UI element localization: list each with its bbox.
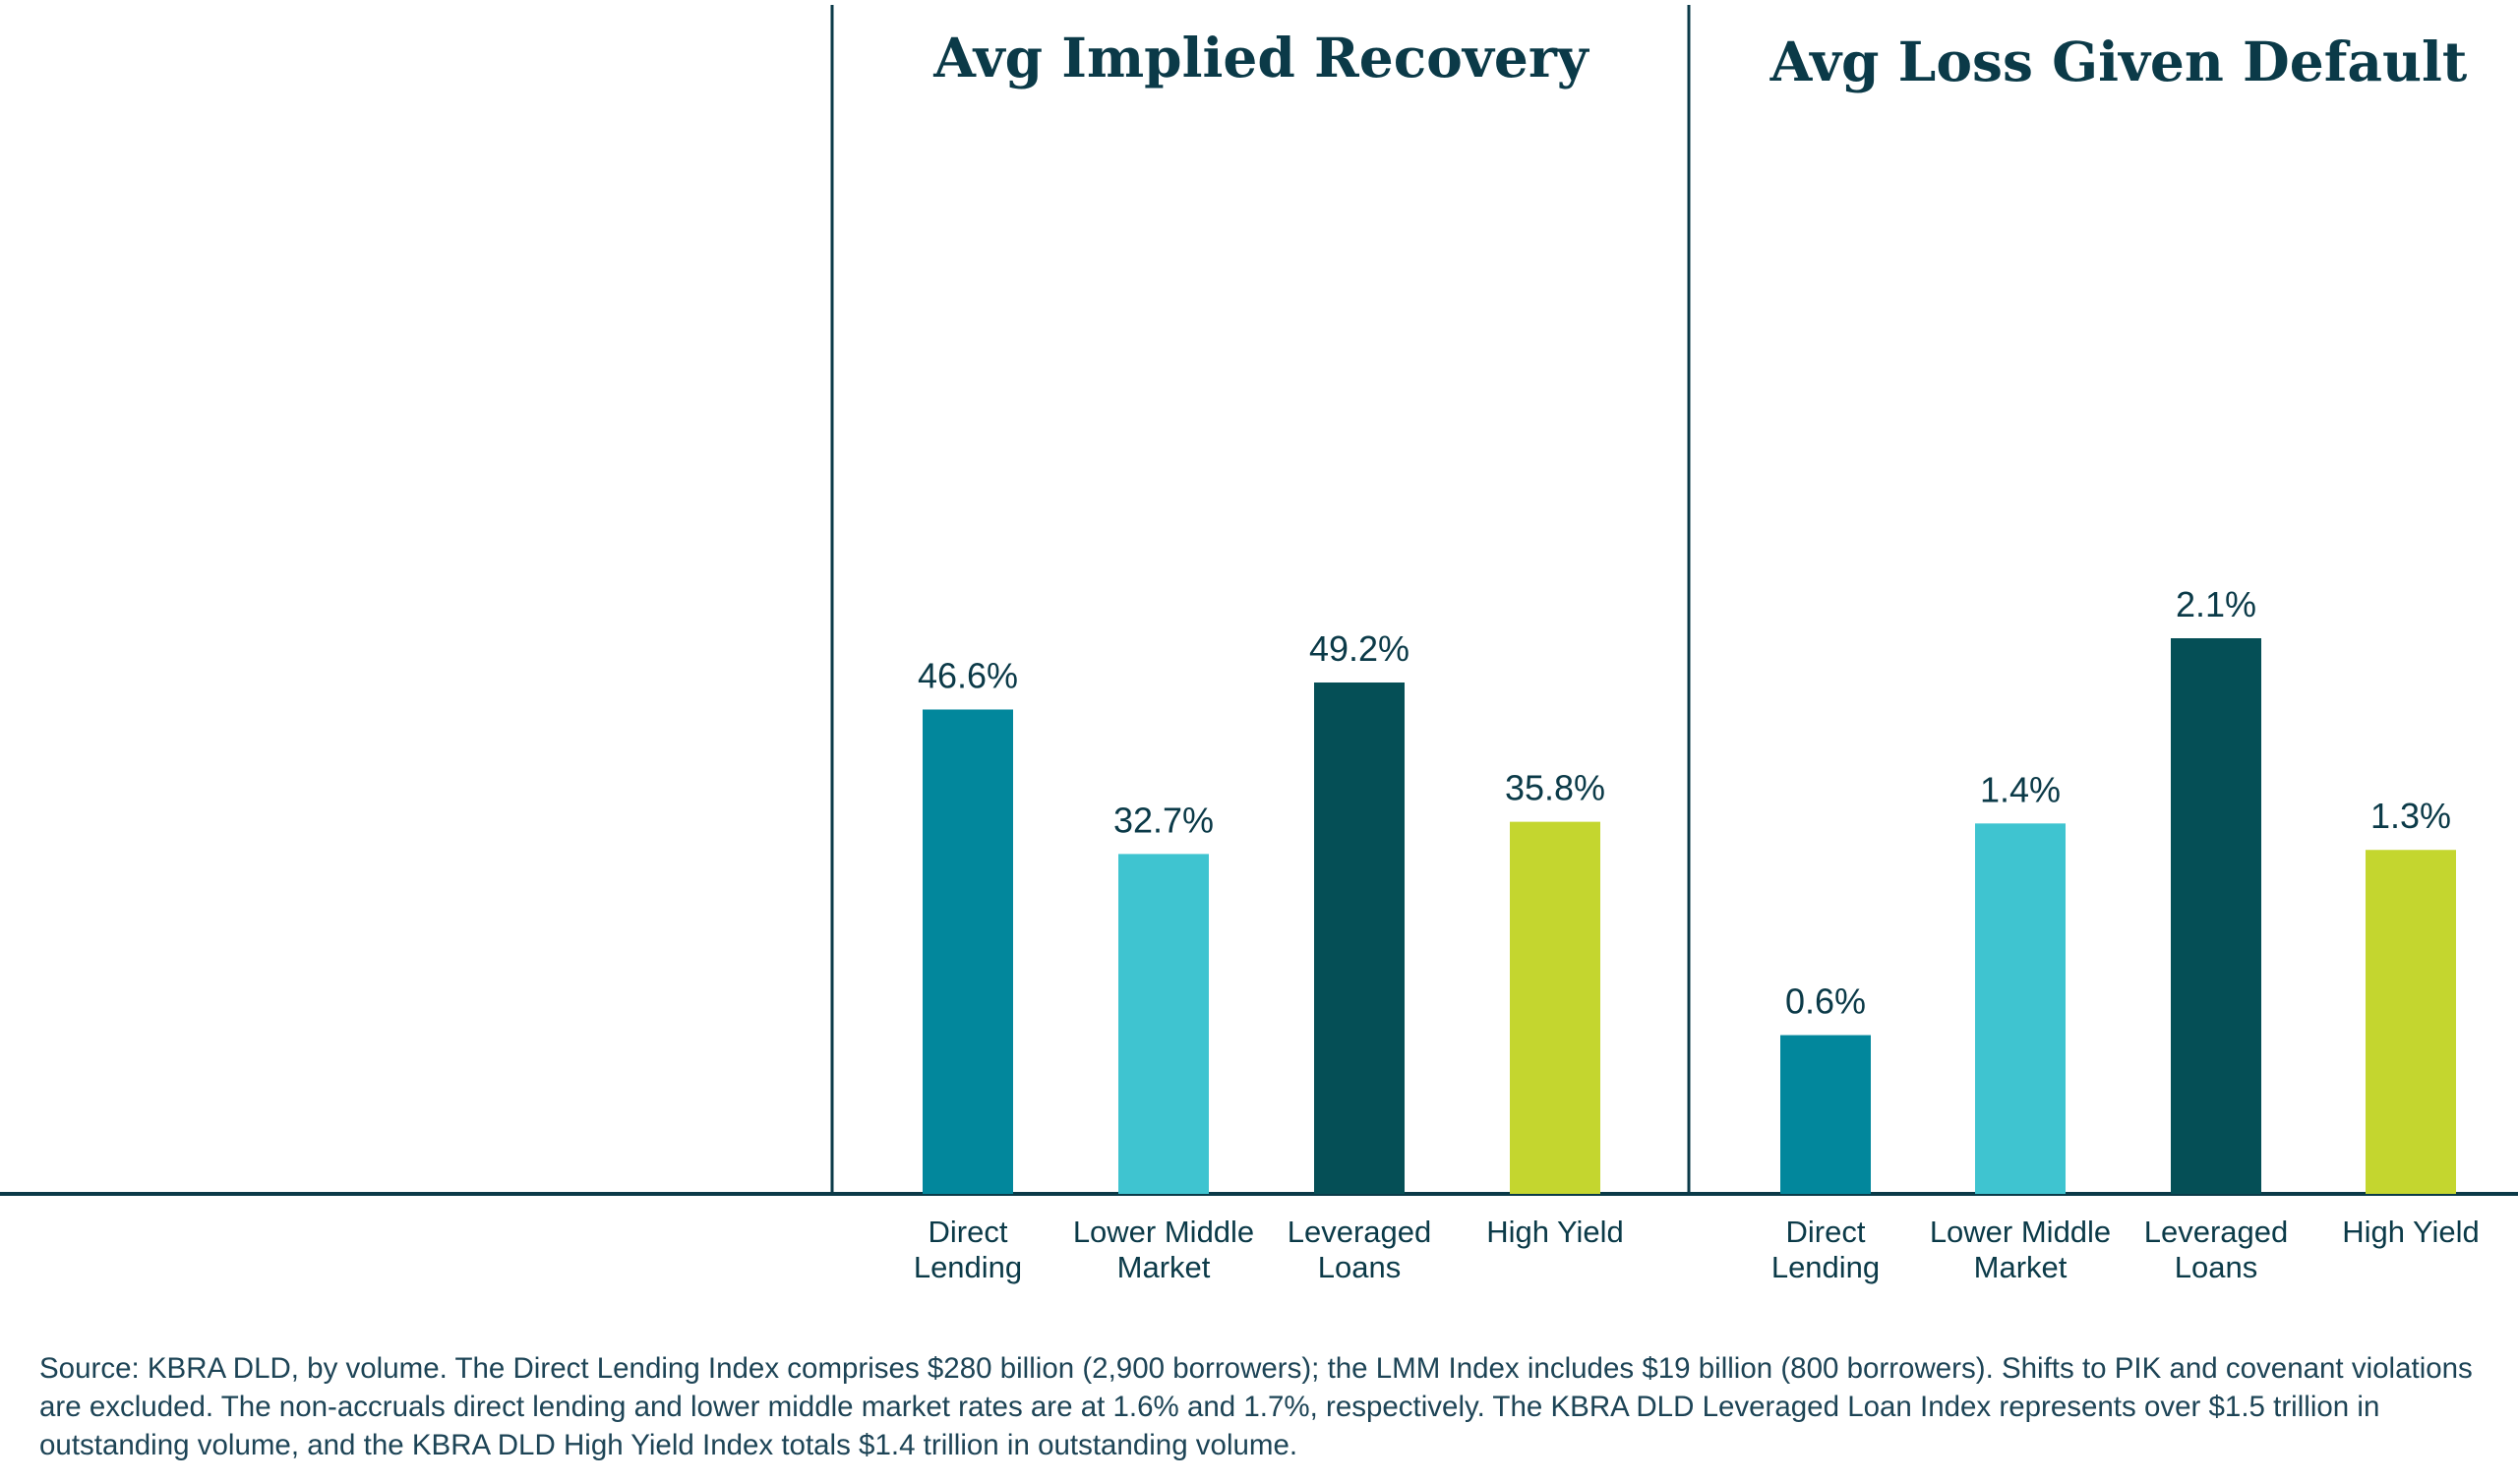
avg-loss-given-default-value-label-1: 1.4% — [1980, 769, 2061, 809]
avg-implied-recovery-value-label-0: 46.6% — [918, 655, 1018, 695]
avg-implied-recovery-category-label-3-0: High Yield — [1486, 1215, 1624, 1249]
avg-loss-given-default-category-label-0-1: Lending — [1771, 1250, 1880, 1284]
avg-loss-given-default-category-label-1-0: Lower Middle — [1930, 1215, 2111, 1249]
avg-loss-given-default-category-label-0-0: Direct — [1786, 1215, 1866, 1249]
avg-loss-given-default-bar-2 — [2171, 638, 2261, 1194]
source-footnote: Source: KBRA DLD, by volume. The Direct … — [39, 1352, 2473, 1461]
avg-implied-recovery-category-label-2-0: Leveraged — [1288, 1215, 1432, 1249]
avg-implied-recovery-category-label-1-0: Lower Middle — [1073, 1215, 1254, 1249]
avg-loss-given-default-value-label-0: 0.6% — [1785, 981, 1866, 1022]
avg-implied-recovery-bar-1 — [1118, 854, 1209, 1194]
avg-loss-given-default-category-label-1-1: Market — [1974, 1250, 2068, 1284]
avg-implied-recovery-category-label-0-1: Lending — [914, 1250, 1022, 1284]
avg-implied-recovery-bar-2 — [1314, 683, 1405, 1194]
avg-implied-recovery-bar-3 — [1510, 821, 1600, 1194]
avg-loss-given-default-category-label-2-1: Loans — [2175, 1250, 2257, 1284]
avg-loss-given-default-value-label-3: 1.3% — [2370, 796, 2451, 836]
avg-loss-given-default-bar-0 — [1780, 1035, 1871, 1194]
avg-implied-recovery-category-label-1-1: Market — [1117, 1250, 1211, 1284]
avg-implied-recovery-value-label-1: 32.7% — [1113, 800, 1214, 840]
avg-implied-recovery-bar-0 — [923, 709, 1013, 1194]
avg-loss-given-default-category-label-3-0: High Yield — [2342, 1215, 2480, 1249]
avg-implied-recovery-title: Avg Implied Recovery — [932, 26, 1590, 89]
avg-loss-given-default-value-label-2: 2.1% — [2176, 584, 2256, 624]
avg-loss-given-default-title: Avg Loss Given Default — [1769, 30, 2468, 93]
avg-loss-given-default-category-label-2-0: Leveraged — [2144, 1215, 2289, 1249]
avg-loss-given-default-bar-1 — [1975, 823, 2066, 1194]
avg-implied-recovery-value-label-2: 49.2% — [1309, 628, 1409, 669]
avg-implied-recovery-category-label-2-1: Loans — [1318, 1250, 1401, 1284]
avg-implied-recovery-category-label-0-0: Direct — [929, 1215, 1008, 1249]
avg-loss-given-default-bar-3 — [2366, 850, 2456, 1194]
avg-implied-recovery-value-label-3: 35.8% — [1505, 768, 1605, 808]
